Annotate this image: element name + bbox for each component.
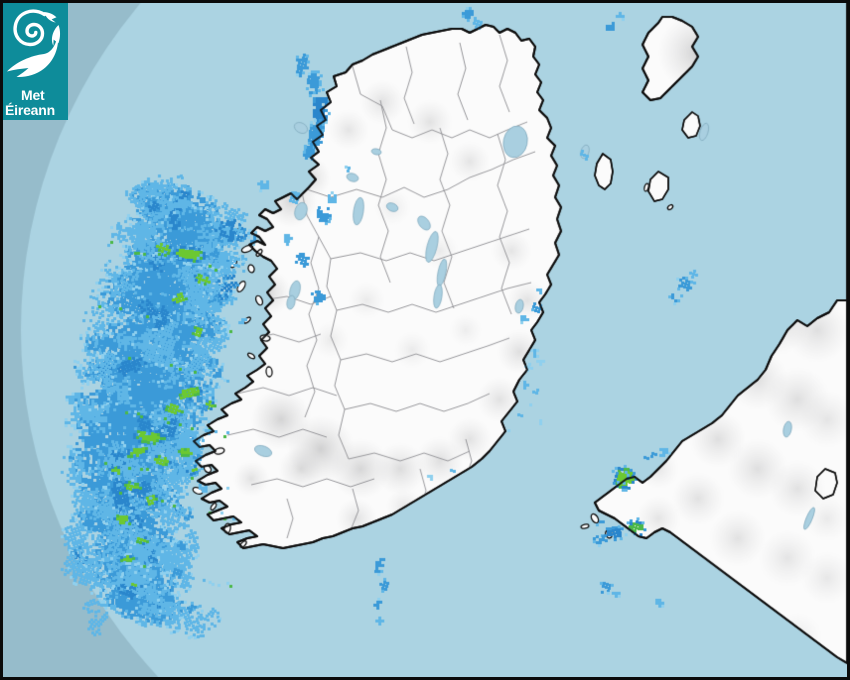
logo-wordmark: Met Éireann: [3, 88, 68, 118]
logo-line-1: Met: [21, 87, 45, 103]
rainfall-radar-map[interactable]: [3, 3, 847, 677]
spiral-mark-icon: [7, 9, 61, 78]
logo-line-2: Éireann: [5, 102, 55, 118]
met-eireann-logo[interactable]: Met Éireann: [3, 3, 68, 120]
